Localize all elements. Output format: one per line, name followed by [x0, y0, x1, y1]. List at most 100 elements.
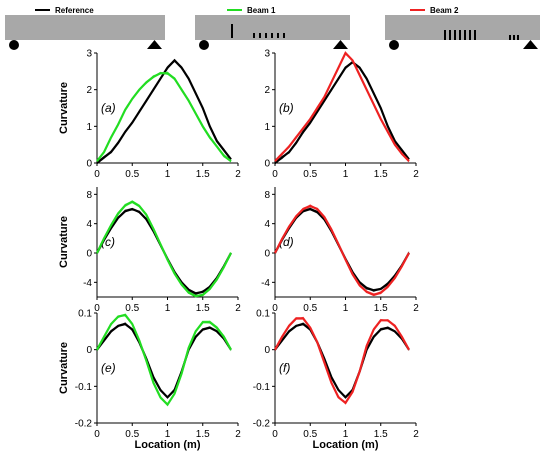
series-trace — [274, 322, 410, 398]
y-tick-label: -4 — [261, 278, 270, 289]
x-tick-label: 0.5 — [125, 303, 139, 314]
x-tick-label: 0.5 — [303, 429, 317, 440]
series-line — [96, 58, 232, 164]
panel-label: (e) — [101, 361, 116, 375]
x-tick-label: 2 — [235, 303, 241, 314]
y-axis-label: Curvature — [58, 216, 70, 268]
y-tick-label: 0 — [86, 345, 92, 356]
series-line — [96, 313, 232, 407]
x-tick-label: 1 — [165, 429, 171, 440]
series-trace — [274, 316, 410, 403]
y-tick-label: 0 — [86, 249, 92, 260]
beam-schematic-reference: Reference — [5, 6, 165, 50]
x-axis-label: Location (m) — [313, 439, 379, 451]
series-line — [96, 322, 232, 399]
series-trace — [274, 61, 410, 163]
series-trace — [274, 62, 410, 164]
x-tick-label: 1 — [343, 429, 349, 440]
series-reference — [96, 322, 232, 399]
legend-label-reference: Reference — [55, 6, 94, 15]
x-tick-label: 2 — [413, 303, 419, 314]
series-trace — [274, 324, 410, 399]
series-trace — [96, 59, 232, 164]
panel-label: (a) — [101, 101, 116, 115]
x-tick-label: 0.5 — [303, 303, 317, 314]
roller-support — [333, 40, 348, 49]
x-tick-label: 0.5 — [125, 429, 139, 440]
chart-panels: 0 0.5 1 1.5 2 0 1 2 3 Curvature (a) 0 0.5 1 1.5 2 0 1 2 3 (b… — [58, 49, 419, 452]
damage-marks-group — [253, 33, 285, 38]
y-tick-label: 1 — [264, 122, 270, 133]
series-beam-1 — [96, 71, 232, 163]
legend-label-beam2: Beam 2 — [430, 6, 459, 15]
x-tick-label: 1.5 — [196, 169, 210, 180]
y-tick-label: -0.2 — [75, 419, 93, 430]
x-tick-label: 1.5 — [374, 303, 388, 314]
chart-panel-b: 0 0.5 1 1.5 2 0 1 2 3 (b) — [264, 49, 419, 181]
x-tick-label: 0 — [272, 169, 278, 180]
series-trace — [96, 322, 232, 399]
series-trace — [274, 322, 410, 397]
y-tick-label: 2 — [86, 85, 92, 96]
panel-label: (f) — [279, 361, 290, 375]
series-line — [274, 317, 410, 405]
series-trace — [96, 71, 232, 163]
beam-body — [5, 15, 165, 40]
y-tick-label: -0.2 — [253, 419, 271, 430]
x-tick-label: 0 — [94, 169, 100, 180]
series-trace — [96, 71, 232, 163]
x-tick-label: 0 — [94, 429, 100, 440]
y-tick-label: 8 — [264, 190, 270, 201]
chart-panel-a: 0 0.5 1 1.5 2 0 1 2 3 Curvature (a) — [58, 49, 241, 181]
series-trace — [274, 61, 410, 165]
y-tick-label: 8 — [86, 190, 92, 201]
series-beam-2 — [274, 204, 410, 297]
chart-panel-e: 0 0.5 1 1.5 2 -0.2 -0.1 0 0.1 Curvature Location (… — [58, 309, 241, 452]
pin-support — [9, 40, 19, 50]
beam-schematic-beam2: Beam 2 — [385, 6, 540, 50]
series-trace — [274, 317, 410, 405]
y-tick-label: 4 — [264, 219, 270, 230]
x-tick-label: 0 — [272, 429, 278, 440]
series-trace — [274, 62, 410, 165]
x-axis-label: Location (m) — [135, 439, 201, 451]
x-tick-label: 0 — [94, 303, 100, 314]
x-tick-label: 0 — [272, 303, 278, 314]
series-trace — [96, 322, 232, 399]
series-trace — [274, 324, 410, 399]
y-tick-label: -0.1 — [75, 382, 93, 393]
series-trace — [274, 61, 410, 164]
series-trace — [274, 324, 410, 399]
y-tick-label: 0.1 — [78, 309, 92, 320]
series-line — [96, 200, 232, 298]
series-reference — [96, 58, 232, 165]
x-tick-label: 1.5 — [374, 169, 388, 180]
series-trace — [274, 324, 410, 399]
series-trace — [96, 322, 232, 399]
series-trace — [274, 316, 410, 404]
series-trace — [96, 324, 232, 399]
x-tick-label: 1.5 — [196, 303, 210, 314]
series-trace — [274, 317, 410, 404]
y-tick-label: 0 — [264, 249, 270, 260]
x-tick-label: 2 — [413, 169, 419, 180]
series-beam-1 — [96, 200, 232, 298]
series-beam-1 — [96, 313, 232, 407]
y-tick-label: 2 — [264, 85, 270, 96]
x-tick-label: 0.5 — [303, 169, 317, 180]
series-reference — [274, 60, 410, 165]
y-axis-label: Curvature — [58, 342, 70, 394]
x-tick-label: 1 — [165, 303, 171, 314]
series-trace — [96, 71, 232, 162]
series-trace — [96, 73, 232, 163]
series-line — [274, 322, 410, 399]
x-tick-label: 1.5 — [196, 429, 210, 440]
y-tick-label: 3 — [86, 49, 92, 60]
x-tick-label: 2 — [413, 429, 419, 440]
series-trace — [96, 71, 232, 163]
series-line — [274, 204, 410, 296]
series-line — [274, 51, 410, 162]
